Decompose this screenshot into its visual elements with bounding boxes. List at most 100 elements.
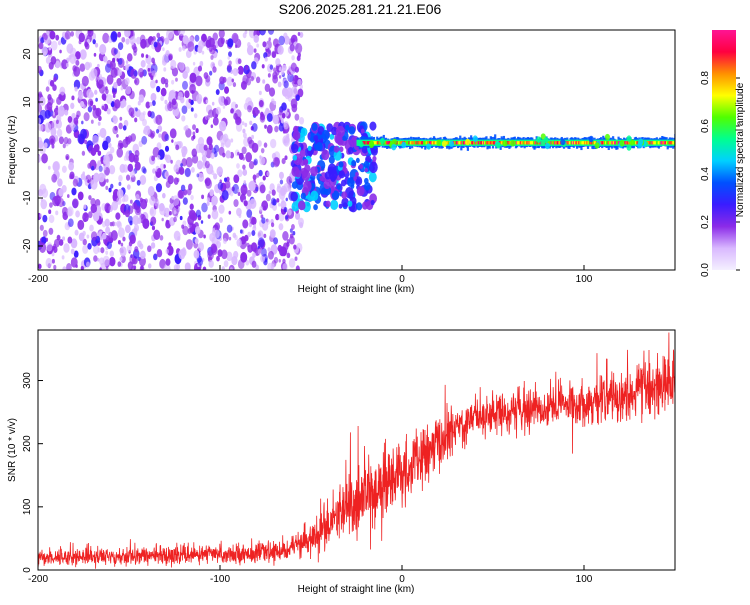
spectrogram-cell — [87, 211, 93, 219]
spectrogram-cell — [456, 141, 459, 145]
snr-y-label: SNR (10 * v/v) — [7, 418, 18, 482]
spectrogram-cell — [379, 137, 385, 145]
spectrogram-cell — [246, 209, 253, 218]
spectrogram-cell — [218, 30, 225, 39]
spectrogram-cell — [378, 141, 381, 145]
spectrogram-cell — [606, 141, 609, 145]
spectrogram-cell — [229, 267, 233, 270]
spectrogram-cell — [548, 141, 551, 145]
spectrogram-cell — [178, 62, 185, 71]
spectrogram-cell — [370, 199, 375, 206]
spectrogram-cell — [522, 141, 524, 145]
spectrogram-cell — [224, 180, 231, 189]
spectrogram-cell — [412, 141, 415, 145]
spectrogram-cell — [384, 141, 387, 145]
spectrogram-cell — [219, 76, 225, 85]
spectrogram-cell — [340, 179, 347, 187]
spectrogram-cell — [251, 260, 257, 268]
spectrogram-cell — [549, 141, 552, 145]
spectrogram-cell — [259, 114, 266, 123]
spectrogram-cell — [102, 154, 110, 165]
spectrogram-cell — [654, 141, 656, 145]
spectrogram-cell — [605, 141, 608, 145]
spectrogram-cell — [253, 248, 257, 253]
snr-x-label: Height of straight line (km) — [298, 584, 415, 595]
spectrogram-cell — [661, 141, 664, 145]
spectrogram-cell — [191, 167, 195, 173]
colorbar: 0.0 0.2 0.4 0.6 0.8 Normalized spectral ampl… — [700, 30, 746, 277]
spectrogram-cell — [149, 101, 153, 107]
spectrogram-cell — [86, 234, 90, 239]
spectrogram-cell — [108, 187, 112, 193]
spectrogram-cell — [228, 60, 232, 66]
spectrogram-cell — [228, 51, 232, 58]
spectrogram-cell — [93, 172, 100, 183]
spectrogram-cell — [73, 250, 79, 258]
spectrogram-cell — [532, 141, 534, 145]
spectrogram-cell — [266, 124, 273, 134]
spectrogram-cell — [194, 226, 201, 235]
spectrogram-cell — [182, 197, 188, 205]
spectrogram-cell — [177, 30, 186, 36]
spectrogram-cell — [398, 141, 401, 145]
spectrogram-cell — [195, 75, 203, 87]
spectrogram-cell — [299, 31, 304, 38]
spectrogram-cell — [258, 169, 263, 177]
spectrogram-cell — [209, 232, 216, 242]
spectrogram-cell — [151, 225, 156, 231]
spectrogram-cell — [97, 150, 102, 156]
spectrogram-cell — [98, 79, 104, 88]
spectrogram-cell — [418, 141, 421, 145]
spectrogram-cell — [264, 124, 267, 129]
spectrogram-cell — [278, 258, 281, 263]
spectrogram-cell — [634, 141, 637, 145]
spectrogram-cell — [168, 53, 173, 61]
spectrogram-cell — [181, 45, 186, 51]
spectrogram-cell — [388, 141, 391, 145]
spectrogram-cell — [179, 215, 183, 221]
spectrogram-cell — [222, 105, 226, 109]
spectrogram-cell — [553, 141, 555, 145]
spectrogram-cell — [43, 33, 48, 41]
spectrogram-cell — [251, 142, 259, 153]
snr-frame — [37, 329, 676, 571]
spectrogram-cell — [372, 155, 377, 162]
spectrogram-cell — [156, 129, 160, 134]
spectrogram-cell — [192, 124, 196, 131]
spectrogram-cell — [162, 47, 165, 52]
spectrogram-cell — [379, 141, 382, 145]
spectrogram-cell — [180, 184, 186, 192]
spectrogram-cell — [408, 141, 411, 145]
spectrogram-cell — [149, 111, 155, 119]
spectrogram-cell — [514, 141, 517, 145]
spectrogram-cell — [407, 141, 410, 145]
spectrogram-cell — [141, 135, 148, 145]
spectrogram-cell — [137, 67, 145, 78]
spectrogram-cell — [282, 129, 286, 134]
spectrogram-cell — [51, 251, 55, 257]
spectrogram-cell — [49, 202, 53, 208]
spectrogram-cell — [195, 128, 199, 134]
spectrogram-cell — [67, 115, 73, 123]
spectrogram-cell — [90, 203, 97, 214]
spectrogram-cell — [70, 257, 78, 268]
spectrogram-cell — [139, 243, 144, 250]
spectrogram-cell — [297, 200, 306, 211]
spectrogram-cell — [156, 32, 161, 39]
spectrogram-cell — [601, 141, 604, 145]
y-tick-label: 200 — [22, 435, 33, 452]
spectrogram-cell — [523, 141, 526, 145]
spectrogram-cell — [242, 219, 249, 229]
spectrogram-cell — [47, 94, 52, 101]
spectrogram-cell — [228, 210, 232, 215]
spectrogram-cell — [431, 141, 433, 145]
spectrogram-cell — [141, 53, 145, 58]
spectrogram-cell — [228, 236, 232, 241]
spectrogram-cell — [237, 191, 241, 197]
spectrogram-cell — [197, 172, 205, 183]
x-tick-label: 100 — [576, 274, 593, 285]
spectrogram-cell — [221, 189, 229, 201]
spectrogram-cell — [211, 200, 216, 207]
spectrogram-cell — [226, 251, 233, 262]
spectrogram-cell — [125, 174, 131, 181]
